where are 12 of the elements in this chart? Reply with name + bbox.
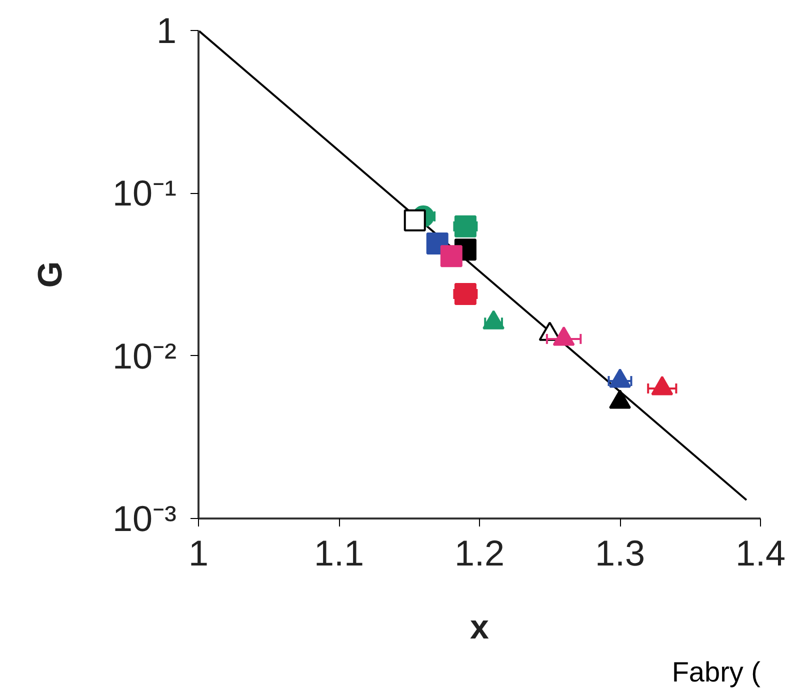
- y-tick-label: 10⁻¹: [112, 172, 177, 214]
- x-tick-label: 1: [188, 532, 209, 574]
- x-tick-label: 1.3: [594, 532, 646, 574]
- x-tick-label: 1.4: [735, 532, 786, 574]
- y-axis-title: G: [31, 261, 70, 288]
- y-tick-label: 10⁻²: [112, 335, 177, 376]
- text: Fabry (: [672, 656, 762, 688]
- x-axis-title: x: [470, 608, 490, 646]
- x-tick-label: 1.1: [314, 532, 364, 574]
- x-tick-label: 1.2: [454, 532, 505, 574]
- y-tick-label: 10⁻³: [112, 498, 177, 539]
- y-tick-label: 1: [156, 10, 177, 51]
